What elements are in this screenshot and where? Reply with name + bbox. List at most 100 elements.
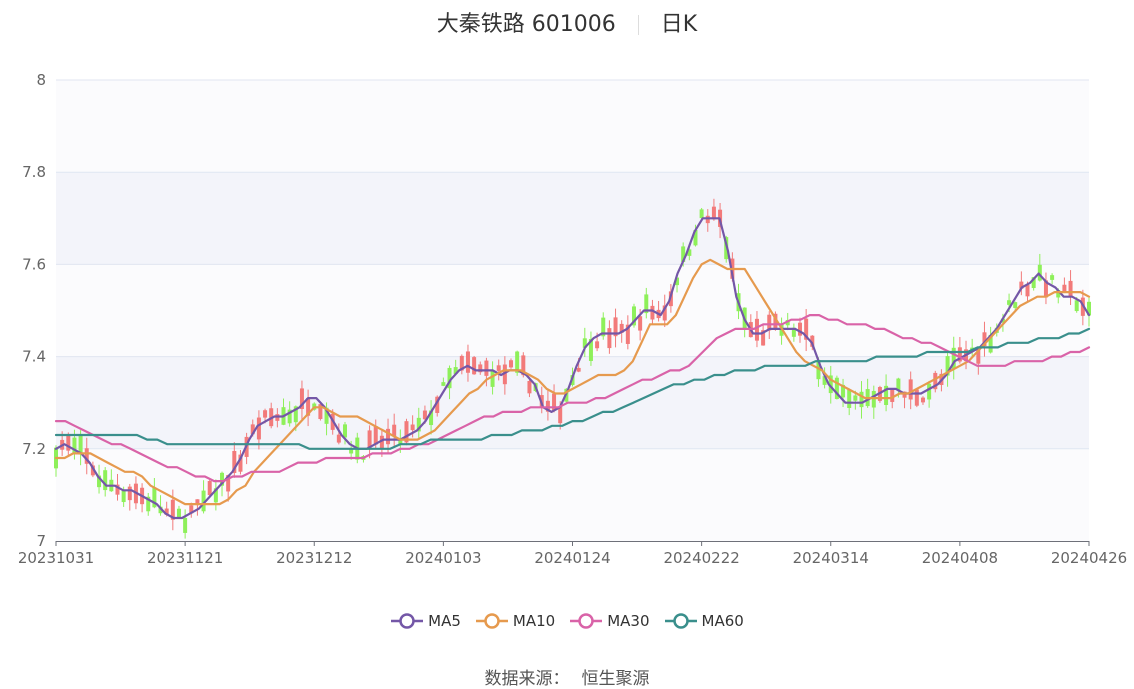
candle-body [1019,281,1024,289]
candle-body [834,377,839,400]
candle-body [1056,290,1061,298]
candle-body [896,378,901,391]
candle-body [890,389,895,402]
x-tick-label: 20231121 [147,549,223,567]
period-label: 日K [660,12,698,37]
ma10-line [54,258,1091,506]
candle-body [386,428,391,445]
y-tick-label: 7.2 [22,440,46,458]
legend-label: MA5 [428,612,461,630]
candle-body [945,356,950,376]
candle-body [1025,284,1030,297]
legend-item-ma30[interactable]: MA30 [569,612,650,630]
candle-body [976,349,981,364]
legend: MA5 MA10 MA30 MA60 [0,612,1134,634]
grid-lines [56,79,1089,450]
candle-body [379,435,384,449]
candle-body [582,338,587,348]
candle-body [484,360,489,376]
candle-body [465,351,470,373]
candle-body [711,206,716,220]
source-label: 数据来源： [484,669,570,689]
candle-body [767,314,772,331]
candle-body [687,249,692,256]
candle-body [238,454,243,472]
candle-body [804,318,809,340]
candle-body [404,421,409,443]
candle-body [1043,280,1048,298]
candle-body [90,465,95,476]
candle-body [1037,264,1042,281]
candle-body [853,395,858,401]
candle-body [158,506,163,514]
candle-body [908,379,913,400]
candle-body [250,424,255,435]
candle-body [527,380,532,394]
candle-body [213,488,218,503]
candle-body [785,320,790,326]
candle-body [496,365,501,371]
candle-body [502,364,507,385]
legend-item-ma10[interactable]: MA10 [475,612,555,630]
candle-body [435,396,440,414]
candle-body [232,450,237,473]
moving-average-lines [54,217,1091,520]
legend-marker-icon [475,613,508,629]
candle-body [72,437,77,455]
candle-body [773,313,778,328]
legend-marker-circle [672,613,689,629]
candle-body [416,417,421,432]
candle-body [226,475,231,492]
legend-label: MA30 [607,612,650,630]
candle-body [951,347,956,369]
candle-body [410,424,415,431]
candle-body [576,367,581,372]
candle-body [810,335,815,347]
source-name: 恒生聚源 [581,669,650,689]
x-tick-label: 20240103 [405,549,481,567]
legend-marker-circle [578,613,594,629]
candle-body [613,317,618,337]
candle-body [650,305,655,320]
candle-body [933,372,938,390]
candle-body [263,410,268,418]
x-tick-label: 20240314 [793,549,869,567]
candle-body [490,370,495,387]
legend-item-ma5[interactable]: MA5 [390,612,461,630]
candle-body [982,332,987,347]
candle-body [558,406,563,424]
x-tick-label: 20231031 [18,549,94,567]
candle-body [693,229,698,246]
candle-body [509,360,514,368]
candle-body [1013,302,1018,308]
candle-body [66,435,71,451]
candle-body [791,327,796,337]
candle-body [607,328,612,349]
candle-body [631,306,636,326]
candle-body [97,475,102,488]
candle-body [902,391,907,398]
candle-body [478,364,483,373]
candle-body [220,472,225,486]
chart-title: 大秦铁路 601006 日K [0,6,1134,38]
candle-body [183,517,188,533]
x-tick-label: 20240124 [534,549,610,567]
candle-body [1068,280,1073,298]
candle-body [422,410,427,420]
candle-body [841,384,846,398]
legend-item-ma60[interactable]: MA60 [664,612,744,630]
candle-body [914,389,919,406]
candle-body [619,323,624,333]
y-tick-label: 7.6 [22,255,46,273]
candle-body [847,389,852,409]
candle-body [521,355,526,376]
background-bands [56,80,1089,541]
candle-body [552,393,557,411]
candle-body [472,357,477,375]
candle-body [299,388,304,410]
x-tick-label: 20240222 [663,549,739,567]
ma5-line [54,217,1091,520]
candle-body [146,496,151,512]
candle-body [84,448,89,464]
candle-body [103,470,108,491]
